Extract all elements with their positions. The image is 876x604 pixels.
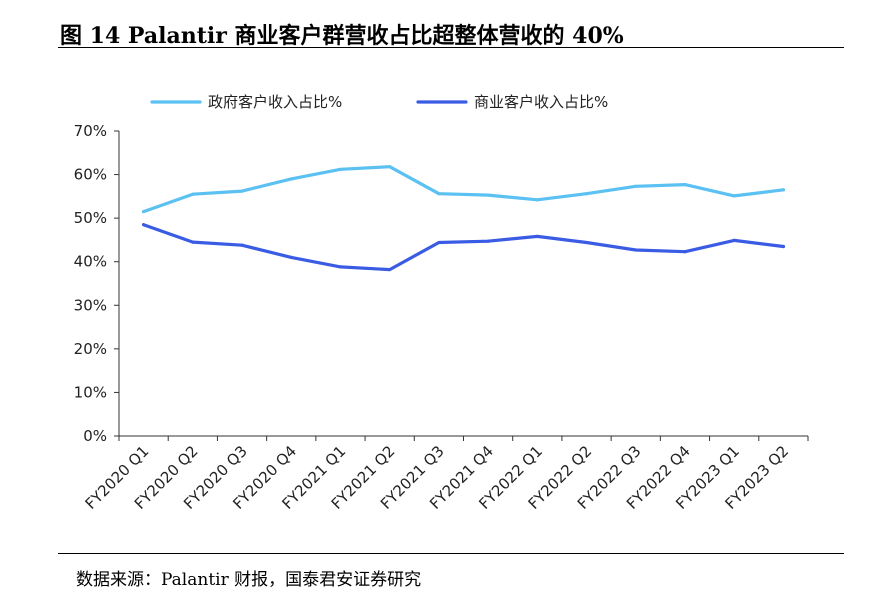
data-point-s2 — [781, 244, 785, 249]
data-point-s2 — [437, 240, 441, 245]
data-point-s1 — [338, 167, 343, 171]
legend-label-1: 政府客户收入占比% — [208, 93, 342, 111]
top-rule — [58, 47, 844, 48]
data-point-s2 — [338, 265, 343, 269]
figure-title: 图 14 Palantir 商业客户群营收占比超整体营收的 40% — [60, 23, 624, 49]
legend-label-2: 商业客户收入占比% — [474, 93, 608, 111]
y-tick-label: 70% — [74, 122, 107, 140]
data-point-s2 — [289, 255, 293, 259]
series-lines — [142, 165, 786, 272]
data-point-s2 — [683, 250, 687, 254]
data-point-s2 — [584, 240, 589, 245]
y-tick-label: 60% — [74, 166, 107, 184]
data-point-s1 — [240, 189, 244, 193]
y-tick-label: 10% — [74, 383, 107, 401]
y-tick-label: 0% — [83, 427, 107, 445]
source-note: 数据来源：Palantir 财报，国泰君安证券研究 — [76, 570, 422, 590]
y-tick-label: 40% — [74, 253, 107, 271]
data-point-s1 — [191, 192, 195, 196]
y-tick-label: 20% — [74, 340, 107, 358]
data-point-s2 — [142, 223, 146, 227]
data-point-s2 — [732, 238, 736, 242]
data-point-s2 — [535, 234, 539, 239]
data-point-s1 — [437, 192, 441, 196]
data-point-s1 — [388, 165, 392, 169]
data-point-s1 — [289, 177, 293, 181]
data-point-s1 — [683, 182, 687, 187]
legend: 政府客户收入占比% 商业客户收入占比% — [150, 93, 608, 111]
bottom-rule — [58, 553, 844, 554]
data-point-s1 — [584, 192, 589, 196]
data-point-s1 — [142, 210, 146, 214]
data-point-s2 — [486, 239, 490, 243]
data-point-s2 — [634, 248, 638, 252]
data-point-s1 — [634, 184, 638, 188]
y-tick-label: 30% — [74, 296, 107, 314]
data-point-s2 — [191, 240, 195, 244]
data-point-s2 — [240, 243, 244, 247]
series-line-1 — [142, 165, 786, 214]
data-point-s1 — [781, 188, 785, 192]
data-point-s1 — [486, 193, 490, 197]
y-tick-label: 50% — [74, 209, 107, 227]
data-point-s1 — [732, 194, 736, 198]
data-point-s1 — [535, 198, 539, 202]
series-line-2 — [142, 223, 786, 272]
data-point-s2 — [388, 267, 392, 272]
